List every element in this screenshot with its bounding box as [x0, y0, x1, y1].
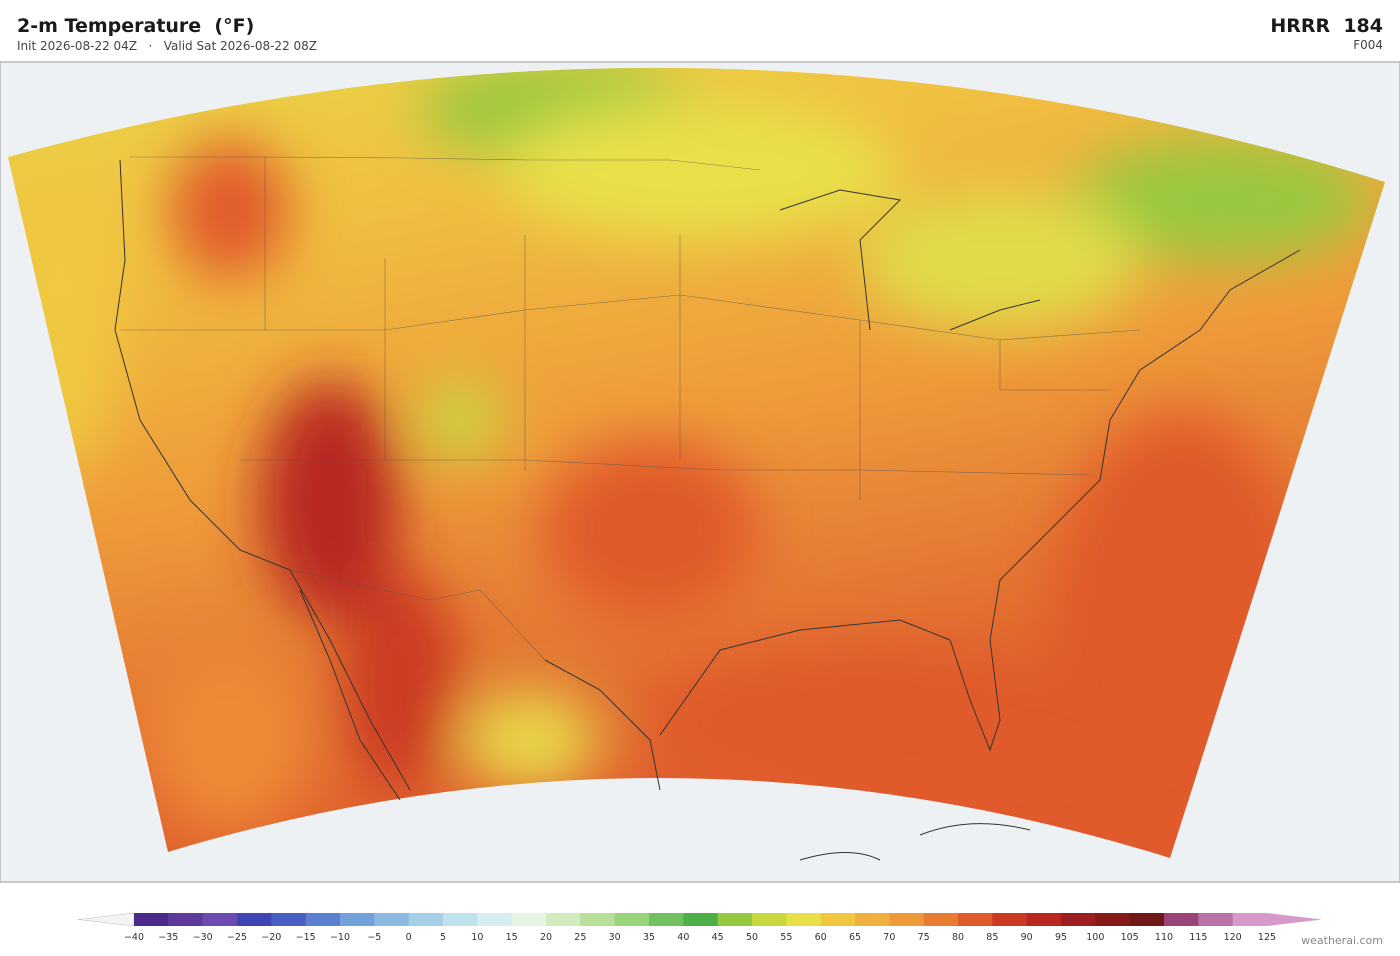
temperature-field — [8, 67, 1385, 858]
color-bin — [1061, 913, 1096, 926]
color-bin — [1095, 913, 1131, 926]
colorbar-over — [1267, 913, 1322, 926]
colorbar-label: 55 — [780, 932, 792, 943]
colorbar-label: −5 — [367, 932, 381, 943]
colorbar-label: 115 — [1189, 932, 1207, 943]
color-bin — [340, 913, 375, 926]
colorbar-label: 75 — [918, 932, 930, 943]
colorbar-label: −30 — [193, 932, 213, 943]
color-bin — [202, 913, 238, 926]
color-bin — [408, 913, 444, 926]
color-bin — [992, 913, 1028, 926]
subtitle: Init 2026-08-22 04Z · Valid Sat 2026-08-… — [17, 39, 318, 53]
colorbar-label: 30 — [609, 932, 621, 943]
color-bin — [1232, 913, 1268, 926]
colorbar-label: 0 — [406, 932, 412, 943]
color-bin — [923, 913, 959, 926]
colorbar-label: 20 — [540, 932, 552, 943]
color-bin — [786, 913, 822, 926]
colorbar-label: −40 — [124, 932, 144, 943]
color-bin — [1026, 913, 1062, 926]
forecast-hour: F004 — [1353, 38, 1383, 52]
colorbar-label: 100 — [1086, 932, 1104, 943]
color-bin — [168, 913, 204, 926]
color-bin — [134, 913, 169, 926]
borders — [120, 156, 1141, 661]
colorbar-label: 60 — [815, 932, 827, 943]
colorbar-label: 5 — [440, 932, 446, 943]
colorbar-label: 110 — [1155, 932, 1173, 943]
color-bin — [752, 913, 787, 926]
colorbar-label: 120 — [1224, 932, 1242, 943]
color-bin — [1198, 913, 1234, 926]
colorbar-label: 35 — [643, 932, 655, 943]
model-run: HRRR 184 — [1270, 15, 1383, 37]
colorbar-label: −10 — [330, 932, 350, 943]
colorbar-label: 80 — [952, 932, 964, 943]
colorbar-label: 45 — [712, 932, 724, 943]
color-bin — [855, 913, 890, 926]
color-bin — [477, 913, 513, 926]
coastlines — [114, 159, 1301, 861]
colorbar-label: 50 — [746, 932, 758, 943]
color-bin — [1164, 913, 1199, 926]
color-bin — [546, 913, 581, 926]
colorbar-label: 65 — [849, 932, 861, 943]
color-bin — [580, 913, 616, 926]
colorbar-label: 40 — [677, 932, 689, 943]
colorbar-label: 10 — [471, 932, 483, 943]
credit: weatherai.com — [1301, 934, 1383, 947]
color-bin — [237, 913, 272, 926]
title: 2-m Temperature (°F) — [17, 15, 255, 37]
color-bin — [958, 913, 993, 926]
colorbar-label: 85 — [986, 932, 998, 943]
color-bin — [614, 913, 650, 926]
color-bin — [374, 913, 410, 926]
colorbar-label: 105 — [1121, 932, 1139, 943]
color-bin — [820, 913, 856, 926]
colorbar-label: 125 — [1258, 932, 1276, 943]
color-bin — [889, 913, 925, 926]
colorbar-label: 25 — [574, 932, 586, 943]
colorbar-label: −15 — [296, 932, 316, 943]
color-bin — [649, 913, 684, 926]
colorbar-label: 90 — [1021, 932, 1033, 943]
color-bin — [717, 913, 753, 926]
color-bin — [271, 913, 307, 926]
colorbar-label: 95 — [1055, 932, 1067, 943]
colorbar-label: −35 — [158, 932, 178, 943]
color-bin — [443, 913, 478, 926]
color-bin — [511, 913, 547, 926]
colorbar-under — [77, 912, 135, 927]
colorbar-label: 15 — [506, 932, 518, 943]
colorbar-label: 70 — [883, 932, 895, 943]
color-bin — [305, 913, 341, 926]
color-bin — [683, 913, 719, 926]
colorbar-label: −25 — [227, 932, 247, 943]
color-bin — [1129, 913, 1165, 926]
colorbar-label: −20 — [261, 932, 281, 943]
